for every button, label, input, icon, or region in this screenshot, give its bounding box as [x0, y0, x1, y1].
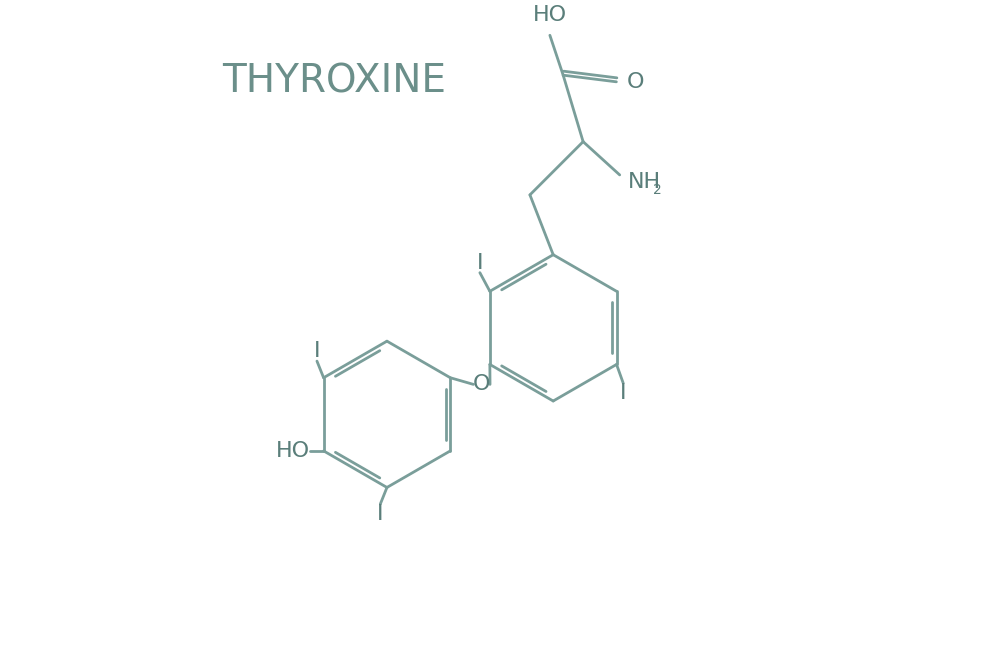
Text: NH: NH	[628, 171, 661, 191]
Text: I: I	[477, 253, 483, 273]
Text: I: I	[377, 504, 384, 524]
Text: THYROXINE: THYROXINE	[222, 63, 446, 101]
Text: I: I	[620, 383, 626, 403]
Text: I: I	[314, 341, 320, 361]
Text: 2: 2	[653, 183, 662, 197]
Text: O: O	[473, 374, 490, 394]
Text: HO: HO	[276, 441, 310, 461]
Text: HO: HO	[533, 5, 567, 25]
Text: O: O	[626, 72, 644, 92]
